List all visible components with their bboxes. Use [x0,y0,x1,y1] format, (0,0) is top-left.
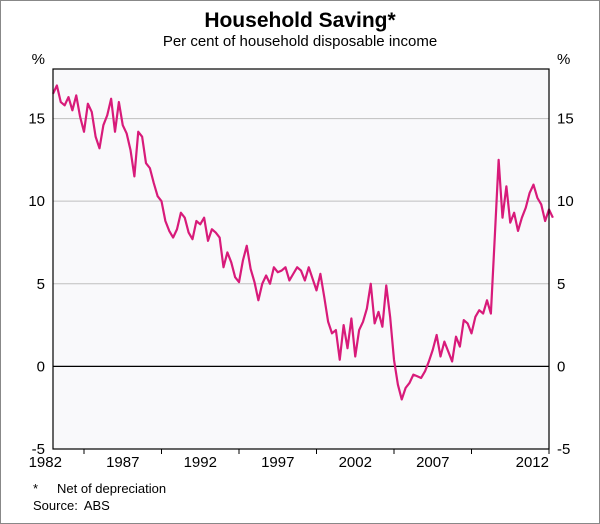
svg-text:0: 0 [37,358,45,375]
footnotes: * Net of depreciation Source: ABS [33,480,166,515]
chart-container: Household Saving* Per cent of household … [0,0,600,524]
svg-text:1997: 1997 [261,454,294,471]
chart-svg: -5-5005510101515%%1982198719921997200220… [53,69,549,449]
source-label: Source: [33,497,78,515]
svg-text:0: 0 [557,358,565,375]
svg-text:10: 10 [28,193,45,210]
svg-text:-5: -5 [557,441,570,458]
footnote-marker: * [33,480,57,498]
plot-area: -5-5005510101515%%1982198719921997200220… [53,69,549,449]
svg-text:2012: 2012 [516,454,549,471]
svg-text:5: 5 [557,276,565,293]
svg-text:1992: 1992 [184,454,217,471]
svg-text:5: 5 [37,276,45,293]
footnote-text: Net of depreciation [57,480,166,498]
source-text: ABS [84,497,110,515]
chart-subtitle: Per cent of household disposable income [1,33,599,50]
svg-text:%: % [557,51,570,68]
svg-text:10: 10 [557,193,574,210]
svg-text:15: 15 [557,111,574,128]
svg-text:2002: 2002 [339,454,372,471]
chart-title: Household Saving* [1,1,599,33]
svg-text:2007: 2007 [416,454,449,471]
svg-text:%: % [32,51,45,68]
svg-text:1982: 1982 [29,454,62,471]
svg-text:15: 15 [28,111,45,128]
svg-text:1987: 1987 [106,454,139,471]
